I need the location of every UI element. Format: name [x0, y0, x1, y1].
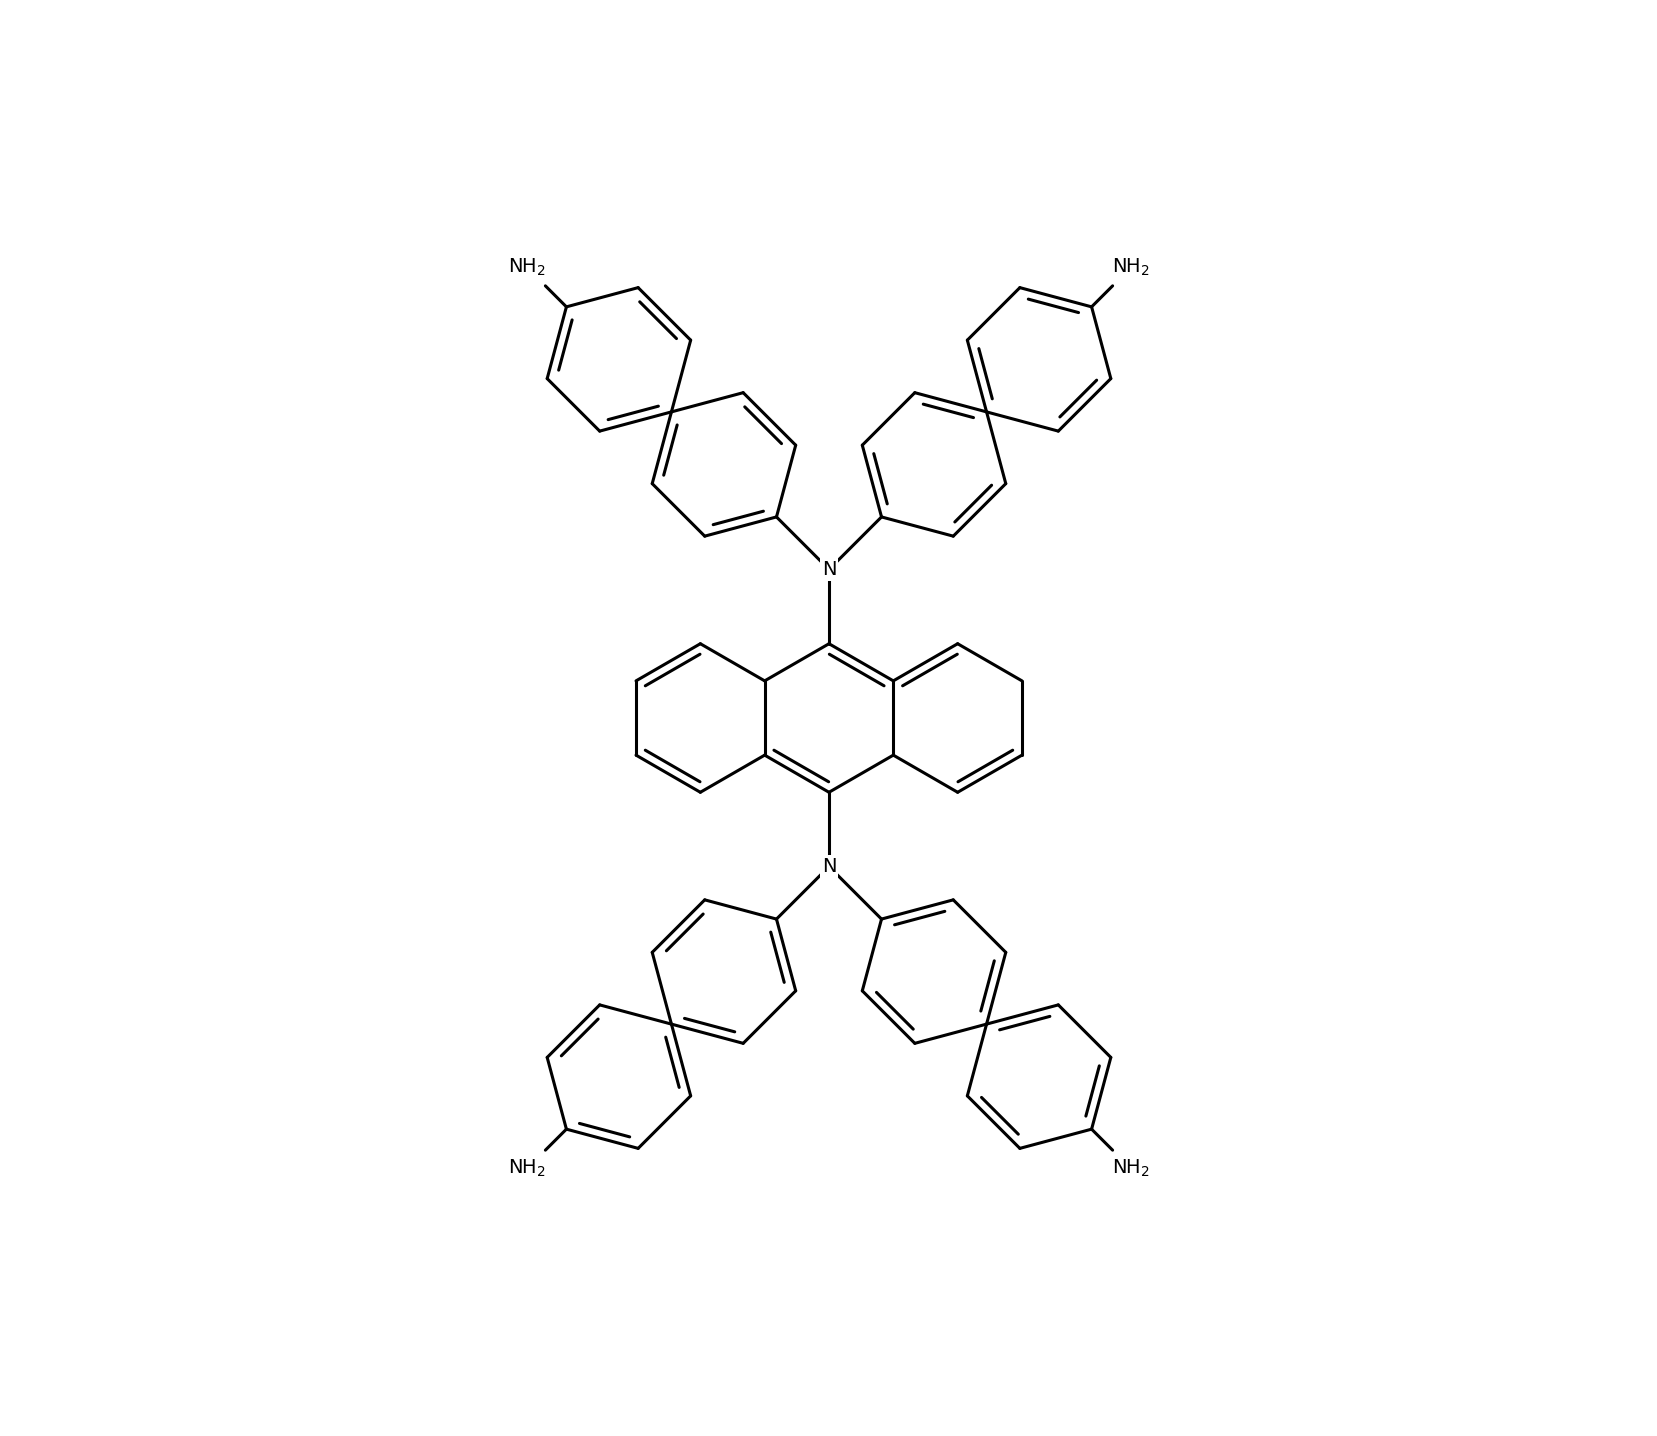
Text: NH$_2$: NH$_2$ [507, 257, 545, 279]
Text: N: N [822, 857, 835, 876]
Text: NH$_2$: NH$_2$ [1112, 1157, 1150, 1179]
Text: NH$_2$: NH$_2$ [507, 1157, 545, 1179]
Text: NH$_2$: NH$_2$ [1112, 257, 1150, 279]
Text: N: N [822, 560, 835, 579]
